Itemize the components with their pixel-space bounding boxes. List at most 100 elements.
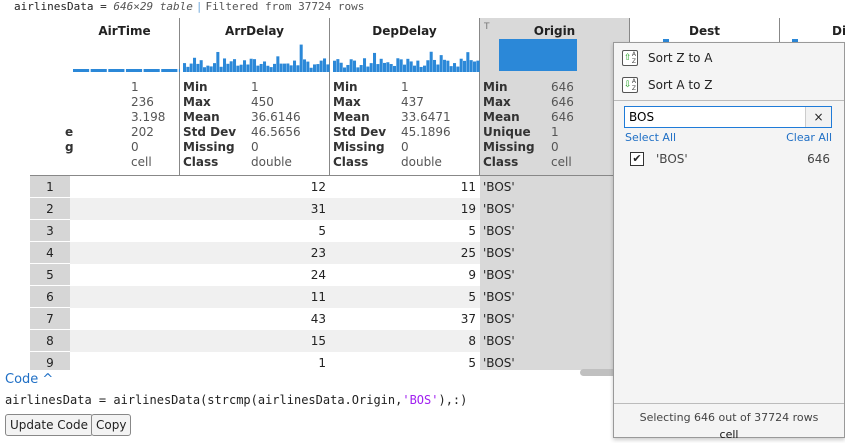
histogram-bar (209, 66, 213, 72)
column-header-origin[interactable]: T Origin Min 646 Max 646 Mean 646 Unique 1 Missi… (480, 18, 630, 176)
origin-cell[interactable]: 'BOS' (480, 242, 630, 264)
row-number[interactable]: 8 (30, 330, 70, 352)
arrdelay-cell[interactable]: 5 (318, 224, 326, 238)
filter-search-input[interactable] (625, 107, 805, 127)
depdelay-cell[interactable]: 5 (468, 290, 476, 304)
depdelay-cell[interactable]: 5 (468, 224, 476, 238)
histogram-bar (90, 69, 107, 72)
arrdelay-cell[interactable]: 1 (318, 356, 326, 370)
sort-a-to-z[interactable]: ⇩ A Z Sort A to Z (622, 77, 713, 93)
row-number[interactable]: 4 (30, 242, 70, 264)
origin-cell[interactable]: 'BOS' (480, 220, 630, 242)
copy-button[interactable]: Copy (91, 414, 132, 436)
histogram-bar (396, 58, 400, 72)
histogram-bar (189, 63, 193, 72)
histogram-bar (379, 58, 383, 72)
histogram-bar (449, 66, 453, 72)
histogram-bar (439, 55, 443, 72)
table-row[interactable]: 5 5 'BOS' (70, 220, 845, 242)
table-row[interactable]: 43 37 'BOS' (70, 308, 845, 330)
depdelay-cell[interactable]: 8 (468, 334, 476, 348)
origin-cell[interactable]: 'BOS' (480, 286, 630, 308)
histogram-bar (373, 52, 377, 72)
row-number[interactable]: 6 (30, 286, 70, 308)
sort-ascending-icon: ⇩ A Z (622, 77, 638, 93)
depdelay-cell[interactable]: 11 (460, 180, 476, 194)
arrdelay-cell[interactable]: 43 (310, 312, 326, 326)
stat-row: Min 1 (333, 80, 409, 94)
horizontal-scrollbar[interactable] (580, 369, 620, 376)
sort-descending-icon: ⇧ A Z (622, 50, 638, 66)
origin-cell[interactable]: 'BOS' (480, 264, 630, 286)
table-row[interactable]: 12 11 'BOS' (70, 176, 845, 198)
table-summary: airlinesData = 646×29 table | Filtered fro… (14, 0, 365, 13)
table-row[interactable]: 1 5 'BOS' (70, 352, 845, 370)
column-header-arrdelay[interactable]: ArrDelay Min 1 Max 450 Mean 36.6146 Std Dev 46.… (180, 18, 483, 176)
depdelay-cell[interactable]: 19 (460, 202, 476, 216)
sort-z-to-a[interactable]: ⇧ A Z Sort Z to A (622, 50, 713, 66)
histogram-bar (393, 65, 397, 72)
stat-row: cell (131, 155, 152, 169)
histogram-bar (429, 51, 433, 72)
histogram-bar (273, 63, 277, 72)
arrdelay-cell[interactable]: 24 (310, 268, 326, 282)
histogram-bar (108, 69, 125, 72)
filter-search: × (624, 106, 832, 128)
depdelay-cell[interactable]: 25 (460, 246, 476, 260)
histogram-bar (363, 58, 367, 72)
stat-row: Missing 0 (333, 140, 409, 154)
row-number[interactable]: 5 (30, 264, 70, 286)
histogram-bar (426, 60, 430, 72)
update-code-button[interactable]: Update Code (5, 414, 93, 436)
arrdelay-cell[interactable]: 11 (310, 290, 326, 304)
checkbox-checked-icon[interactable]: ✔ (630, 152, 644, 166)
column-header-airtime[interactable]: AirTime 1 236 3.198 e 202 g 0 cell (65, 18, 372, 176)
arrdelay-cell[interactable]: 15 (310, 334, 326, 348)
origin-cell[interactable]: 'BOS' (480, 198, 630, 220)
histogram-bar (323, 58, 327, 72)
histogram-bar (459, 58, 463, 72)
origin-cell[interactable]: 'BOS' (480, 308, 630, 330)
arrdelay-cell[interactable]: 31 (310, 202, 326, 216)
table-row[interactable]: 24 9 'BOS' (70, 264, 845, 286)
row-number[interactable]: 9 (30, 352, 70, 370)
origin-cell[interactable]: 'BOS' (480, 176, 630, 198)
stat-row: Min 1 (183, 80, 259, 94)
histogram-bar (416, 60, 420, 72)
histogram-bar (339, 62, 343, 72)
column-header-depdelay[interactable]: DepDelay Min 1 Max 437 Mean 33.6471 Std Dev 45.… (330, 18, 633, 176)
histogram-bar (326, 64, 330, 72)
row-number[interactable]: 1 (30, 176, 70, 198)
arrdelay-cell[interactable]: 23 (310, 246, 326, 260)
column-stats: Min 1 Max 450 Mean 36.6146 Std Dev 46.5656 Missi… (183, 80, 326, 170)
histogram-bar (161, 69, 178, 72)
depdelay-cell[interactable]: 5 (468, 356, 476, 370)
depdelay-cell[interactable]: 9 (468, 268, 476, 282)
item-label: 'BOS' (656, 152, 688, 166)
histogram-bar (143, 69, 160, 72)
stat-row: Std Dev 46.5656 (183, 125, 301, 139)
code-toggle[interactable]: Code ^ (5, 372, 54, 387)
origin-cell[interactable]: 'BOS' (480, 330, 630, 352)
histogram-bar (349, 59, 353, 72)
clear-all-link[interactable]: Clear All (786, 131, 832, 144)
histogram-bar (289, 65, 293, 72)
stat-row: Max 437 (333, 95, 424, 109)
clear-search-icon[interactable]: × (805, 107, 831, 127)
stat-row: Missing 0 (183, 140, 259, 154)
arrdelay-cell[interactable]: 12 (310, 180, 326, 194)
histogram-bar (369, 63, 373, 72)
row-number[interactable]: 2 (30, 198, 70, 220)
origin-cell[interactable]: 'BOS' (480, 352, 630, 370)
row-number[interactable]: 3 (30, 220, 70, 242)
depdelay-cell[interactable]: 37 (460, 312, 476, 326)
row-number[interactable]: 7 (30, 308, 70, 330)
histogram-bar (186, 66, 190, 72)
filter-icon[interactable]: T (484, 22, 490, 32)
histogram-bar (316, 64, 320, 72)
histogram-bar (269, 67, 273, 72)
filter-item[interactable]: ✔ 'BOS' 646 (630, 150, 830, 168)
select-all-link[interactable]: Select All (625, 131, 677, 144)
stat-row: 1 (131, 80, 139, 94)
